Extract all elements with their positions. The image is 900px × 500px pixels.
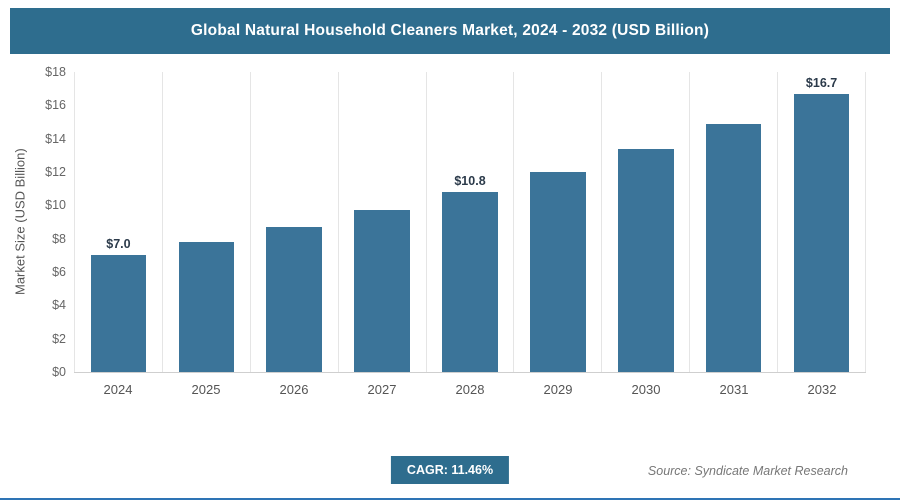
bar-2030 [617,148,674,372]
plot-area: $7.0 $10.8 $16.7 [74,72,867,373]
bar-2031 [705,123,762,372]
bar-column-2024: $7.0 [74,72,162,372]
bar-column-2026 [249,72,338,372]
bar-column-2025 [161,72,250,372]
source-text: Source: Syndicate Market Research [647,464,848,478]
bar-2028 [442,192,498,372]
bar-column-2030 [601,72,689,372]
y-tick-label: $14 [45,131,66,146]
cagr-badge: CAGR: 11.46% [390,456,510,484]
bar-2029 [530,172,586,372]
x-tick-label: 2032 [807,382,837,397]
bar-column-2029 [513,72,601,372]
bar-value-label: $7.0 [106,237,131,252]
bar-2026 [266,227,323,372]
bar-column-2028: $10.8 [425,72,514,372]
bar-column-2031 [689,72,777,372]
x-tick-label: 2031 [719,382,749,397]
x-tick-label: 2029 [543,382,573,397]
y-tick-label: $6 [52,265,66,279]
bar-2025 [178,242,235,372]
x-axis: 2024 2025 2026 2027 2028 2029 2030 2031 2032 [74,382,866,397]
x-tick-label: 2030 [631,382,661,397]
bar-column-2032: $16.7 [777,72,867,372]
y-tick-label: $0 [52,365,66,379]
bar-value-label: $16.7 [805,75,838,90]
x-tick-label: 2028 [455,382,485,397]
bar-chart: Market Size (USD Billion) $0 $2 $4 $6 $8 $10 $… [8,65,867,397]
y-axis-title: Market Size (USD Billion) [12,148,28,296]
y-tick-label: $12 [45,165,66,179]
bar-value-label: $10.8 [454,174,486,188]
bar-2027 [354,210,410,372]
chart-title: Global Natural Household Cleaners Market… [10,8,890,54]
bar-2024 [90,255,147,372]
y-tick-label: $4 [52,298,66,313]
y-tick-label: $18 [45,65,66,79]
y-tick-label: $8 [52,231,66,246]
x-tick-label: 2027 [367,382,397,397]
x-tick-label: 2026 [279,382,309,397]
y-axis: $0 $2 $4 $6 $8 $10 $12 $14 $16 $18 [32,65,74,379]
bar-2032 [793,93,850,372]
bottom-divider [0,498,900,500]
y-tick-label: $10 [45,198,66,213]
y-tick-label: $2 [52,331,66,346]
x-tick-label: 2025 [191,382,221,397]
bar-column-2027 [337,72,426,372]
y-tick-label: $16 [45,98,66,113]
x-tick-label: 2024 [103,382,133,397]
